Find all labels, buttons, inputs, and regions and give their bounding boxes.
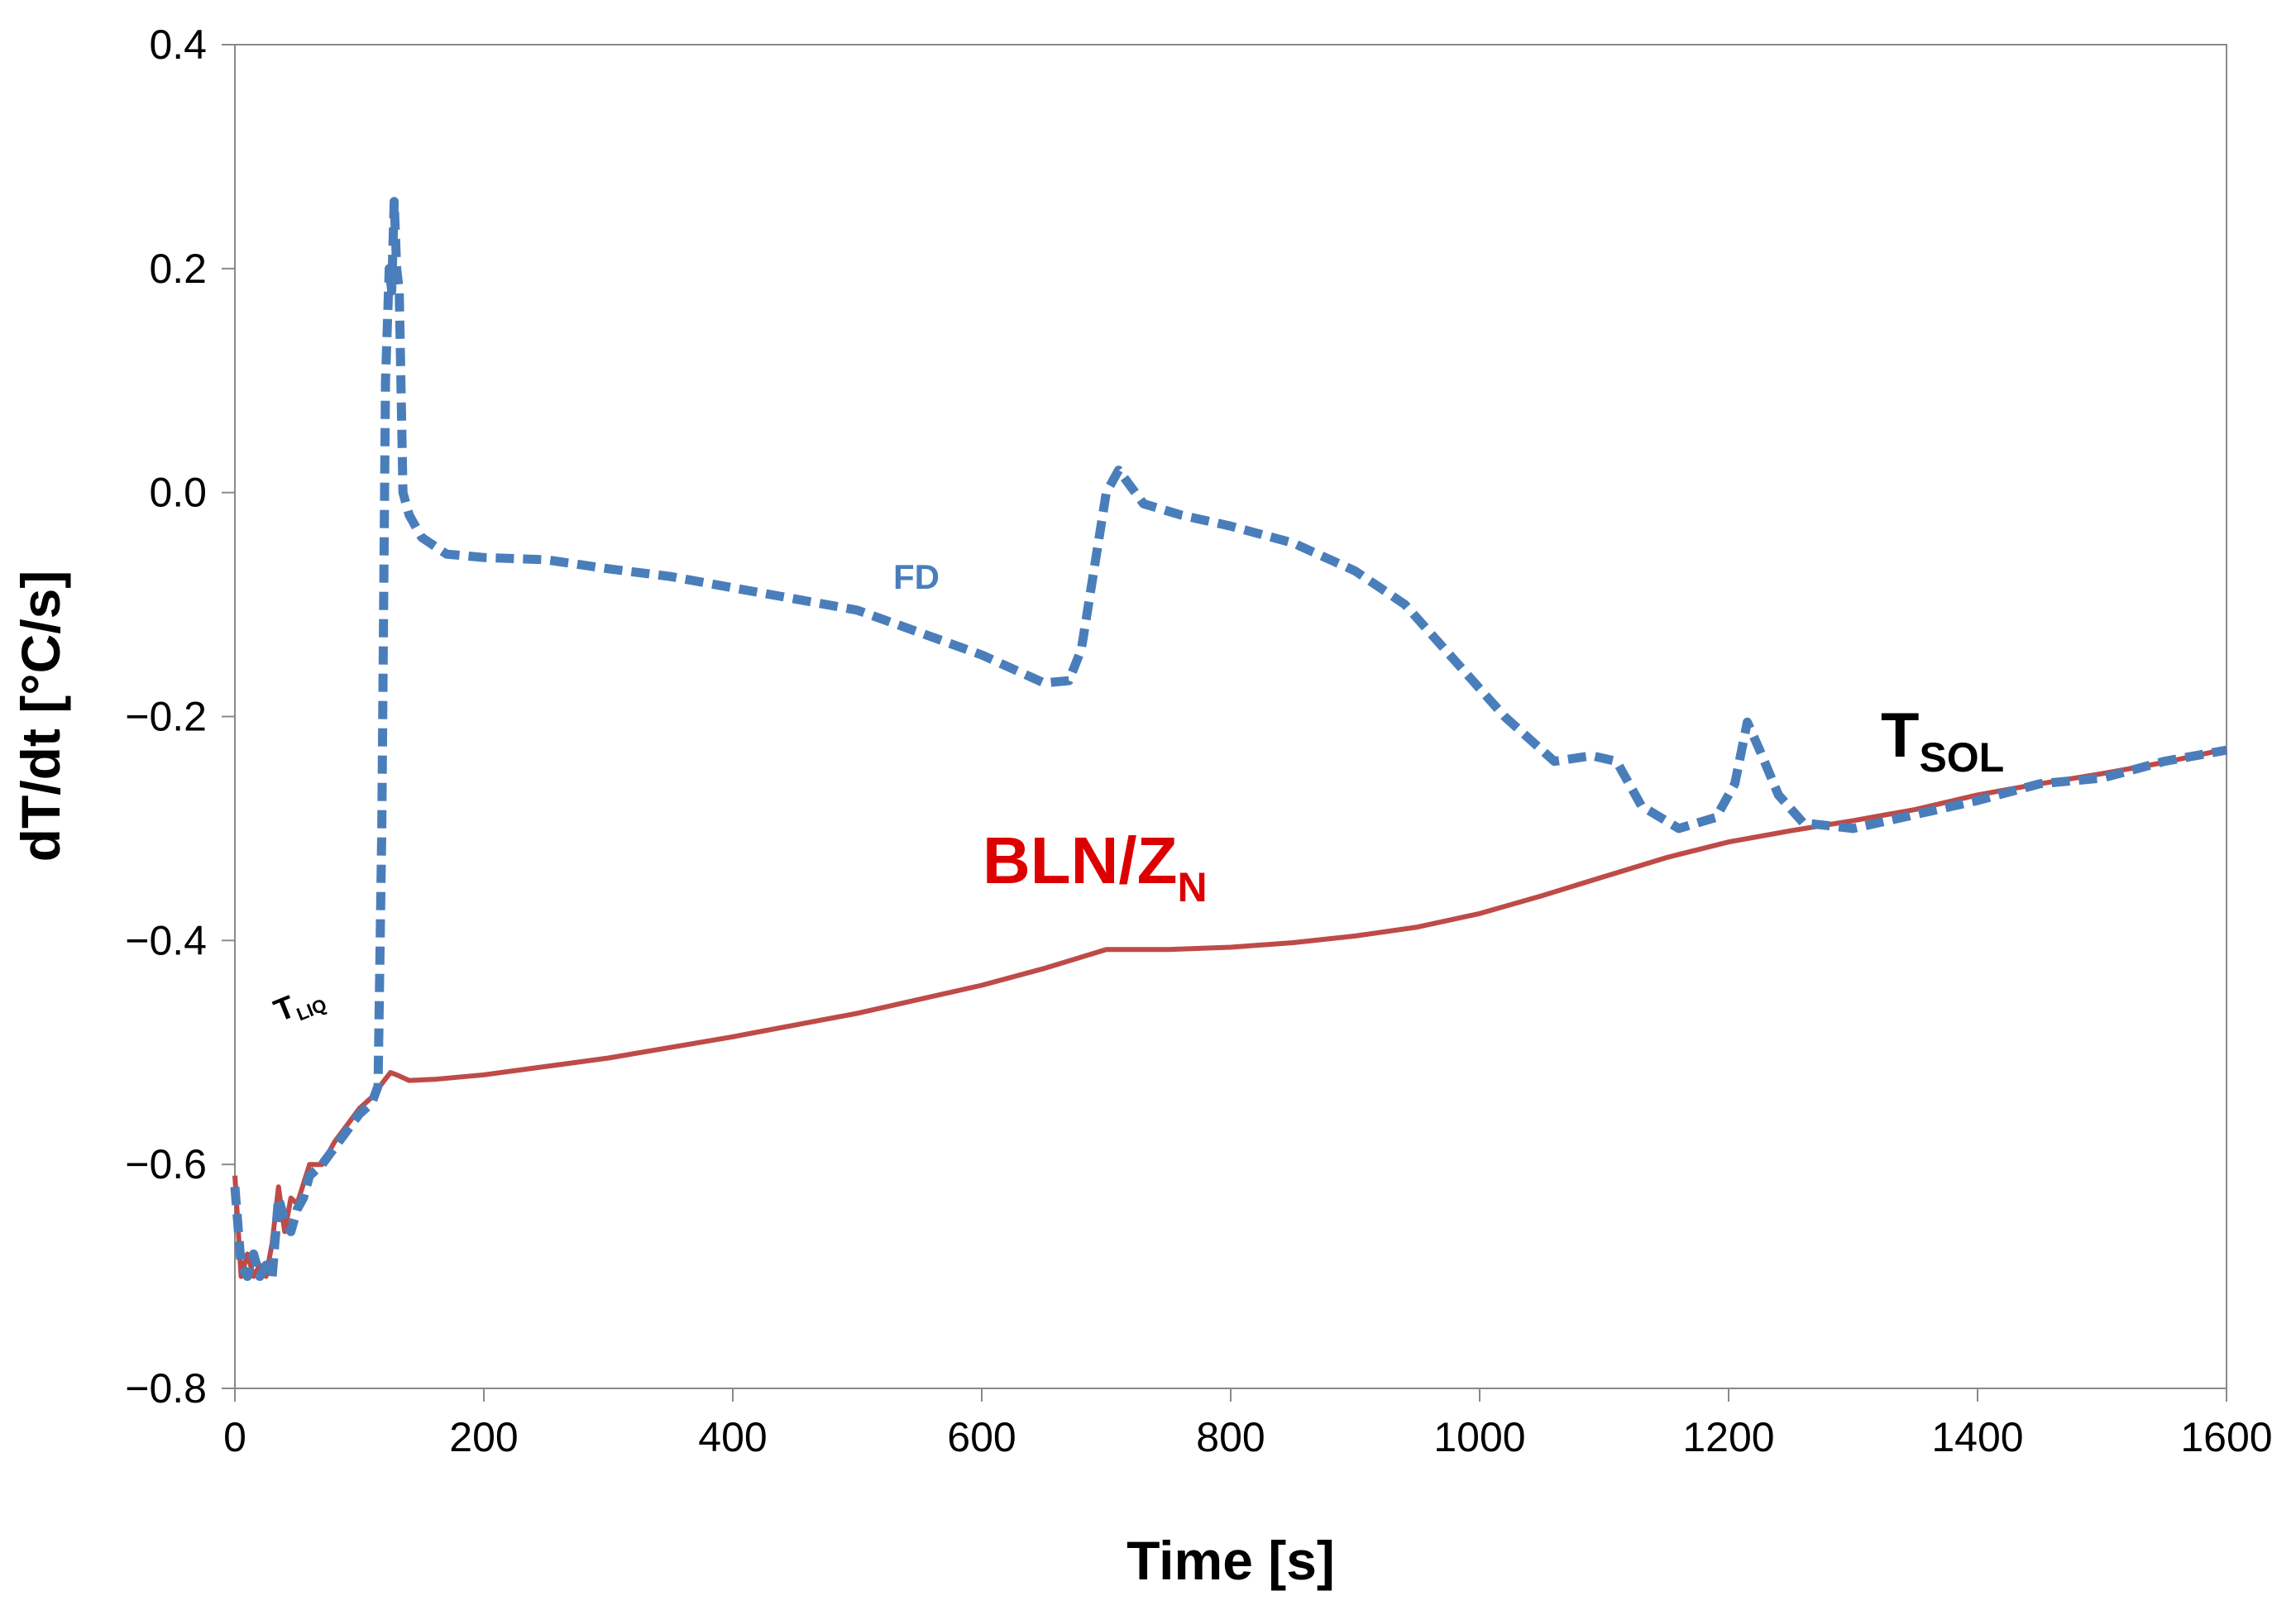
x-tick-label: 1200 <box>1682 1414 1774 1460</box>
y-tick-label: 0.2 <box>149 246 207 292</box>
plot-area <box>234 44 2227 1389</box>
annotation-tsol-sub: SOL <box>1919 734 2004 781</box>
x-tick-label: 1400 <box>1931 1414 2023 1460</box>
x-tick-label: 400 <box>698 1414 767 1460</box>
series-line-fd <box>230 197 2227 1282</box>
annotation-bln-main: BLN/Z <box>983 824 1178 897</box>
y-tick-label: −0.8 <box>125 1365 207 1412</box>
x-tick-label: 0 <box>223 1414 246 1460</box>
y-tick-label: −0.2 <box>125 694 207 740</box>
y-tick-label: 0.0 <box>149 470 207 516</box>
y-tick-label: 0.4 <box>149 21 207 68</box>
x-axis-title: Time [s] <box>1126 1530 1335 1591</box>
annotation-fd: FD <box>893 557 940 596</box>
series-layer <box>230 197 2227 1282</box>
x-tick-label: 1000 <box>1433 1414 1525 1460</box>
x-tick-label: 1600 <box>2180 1414 2272 1460</box>
y-axis: −0.8 −0.6 −0.4 −0.2 0.0 0.2 0.4 <box>125 21 235 1412</box>
x-tick-label: 200 <box>449 1414 518 1460</box>
annotation-tsol: TSOL <box>1881 700 2004 781</box>
x-tick-label: 600 <box>947 1414 1016 1460</box>
annotation-bln-sub: N <box>1178 864 1208 910</box>
annotation-tsol-main: T <box>1881 700 1919 771</box>
y-tick-label: −0.6 <box>125 1141 207 1187</box>
x-axis: 0 200 400 600 800 1000 1200 1400 1600 <box>223 1388 2273 1460</box>
y-tick-label: −0.4 <box>125 917 207 963</box>
annotation-bln-zn: BLN/ZN <box>983 824 1208 910</box>
y-axis-title: dT/dt [°C/s] <box>10 571 71 862</box>
x-tick-label: 800 <box>1196 1414 1265 1460</box>
